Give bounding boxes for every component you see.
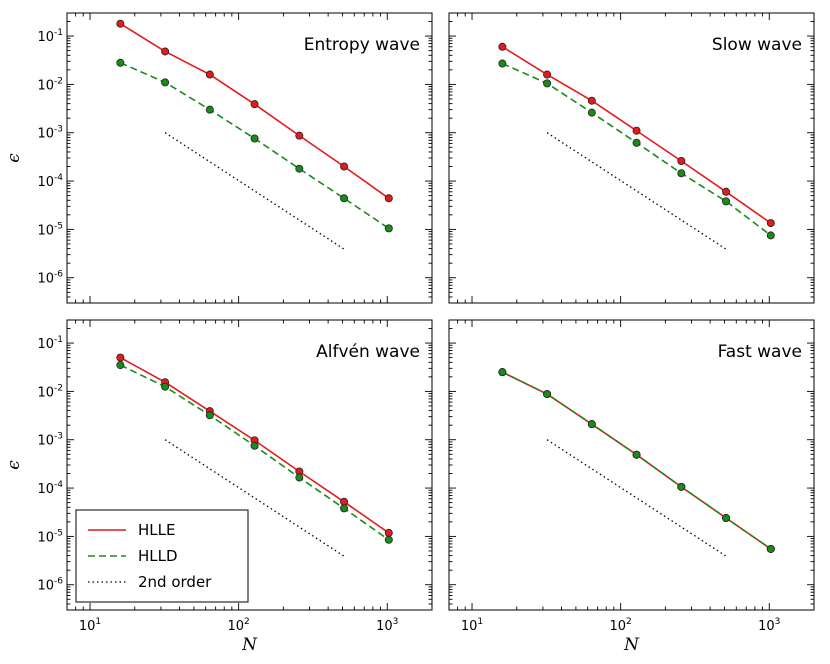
panel-entropy-wave: 10-1 10-2 10-3 10-4 10-5 10-6 ϵ Entropy wave — [4, 12, 433, 304]
panel-title: Entropy wave — [304, 35, 420, 55]
data-point-hlle — [677, 157, 686, 166]
data-point-hlld — [543, 390, 552, 399]
data-point-hlle — [722, 187, 731, 196]
data-point-hlle — [384, 528, 393, 537]
x-tick-label: 102 — [610, 617, 632, 634]
legend-label-hlle: HLLE — [138, 521, 175, 539]
data-point-hlld — [766, 544, 775, 553]
data-point-hlld — [722, 514, 731, 523]
y-tick-label: 10-6 — [37, 577, 63, 594]
data-point-hlle — [295, 131, 304, 140]
data-point-hlld — [161, 382, 170, 391]
data-point-hlld — [632, 450, 641, 459]
data-point-hlld — [384, 535, 393, 544]
data-point-hlle — [340, 162, 349, 171]
data-point-hlle — [116, 353, 125, 362]
legend-label-hlld: HLLD — [138, 547, 178, 565]
panel-alfv-n-wave: 10-1 10-2 10-3 10-4 10-5 10-6 101 102 103 ϵ N Alfvé… — [4, 319, 433, 655]
data-point-hlld — [543, 79, 552, 88]
data-point-hlld — [677, 169, 686, 178]
data-point-hlle — [250, 100, 259, 109]
data-point-hlld — [250, 134, 259, 143]
y-axis-label: ϵ — [4, 153, 24, 163]
panel-title: Alfvén wave — [316, 342, 420, 362]
legend: HLLE HLLD 2nd order — [75, 509, 249, 603]
data-point-hlle — [116, 19, 125, 28]
plot-frame — [448, 12, 815, 304]
data-point-hlle — [161, 47, 170, 56]
data-point-hlld — [161, 78, 170, 87]
data-point-hlld — [498, 368, 507, 377]
data-point-hlle — [498, 42, 507, 51]
data-point-hlld — [116, 361, 125, 370]
y-tick-label: 10-1 — [37, 28, 63, 45]
data-point-hlld — [340, 504, 349, 513]
data-point-hlle — [340, 497, 349, 506]
y-tick-label: 10-2 — [37, 76, 63, 93]
data-point-hlld — [587, 108, 596, 117]
data-point-hlld — [587, 420, 596, 429]
y-tick-label: 10-1 — [37, 335, 63, 352]
data-point-hlle — [632, 126, 641, 135]
y-tick-label: 10-5 — [37, 221, 63, 238]
y-axis-label: ϵ — [4, 460, 24, 470]
y-tick-label: 10-5 — [37, 528, 63, 545]
data-point-hlle — [766, 219, 775, 228]
y-tick-label: 10-3 — [37, 432, 63, 449]
plot-frame — [66, 12, 433, 304]
data-point-hlld — [205, 411, 214, 420]
data-point-hlld — [384, 224, 393, 233]
data-point-hlld — [340, 194, 349, 203]
y-tick-label: 10-4 — [37, 480, 63, 497]
data-point-hlld — [498, 59, 507, 68]
panel-fast-wave: 101 102 103 N Fast wave — [448, 319, 815, 655]
y-tick-label: 10-6 — [37, 270, 63, 287]
data-point-hlld — [295, 473, 304, 482]
data-point-hlld — [116, 58, 125, 67]
legend-label-2nd-order: 2nd order — [138, 573, 212, 591]
y-tick-label: 10-2 — [37, 383, 63, 400]
data-point-hlle — [384, 194, 393, 203]
x-tick-label: 101 — [461, 617, 483, 634]
x-tick-label: 102 — [228, 617, 250, 634]
data-point-hlld — [632, 138, 641, 147]
data-point-hlle — [205, 70, 214, 79]
data-point-hlld — [250, 441, 259, 450]
data-point-hlld — [722, 197, 731, 206]
data-point-hlle — [543, 70, 552, 79]
x-axis-label: N — [623, 635, 640, 655]
data-point-hlld — [766, 231, 775, 240]
plot-frame — [448, 319, 815, 611]
x-tick-label: 103 — [758, 617, 780, 634]
x-axis-label: N — [241, 635, 258, 655]
panel-title: Slow wave — [712, 35, 802, 55]
data-point-hlld — [677, 482, 686, 491]
panel-slow-wave: Slow wave — [448, 12, 815, 304]
data-point-hlld — [205, 105, 214, 114]
x-tick-label: 101 — [79, 617, 101, 634]
y-tick-label: 10-4 — [37, 173, 63, 190]
x-tick-label: 103 — [376, 617, 398, 634]
y-tick-label: 10-3 — [37, 125, 63, 142]
panel-title: Fast wave — [718, 342, 802, 362]
data-point-hlld — [295, 164, 304, 173]
data-point-hlle — [587, 96, 596, 105]
